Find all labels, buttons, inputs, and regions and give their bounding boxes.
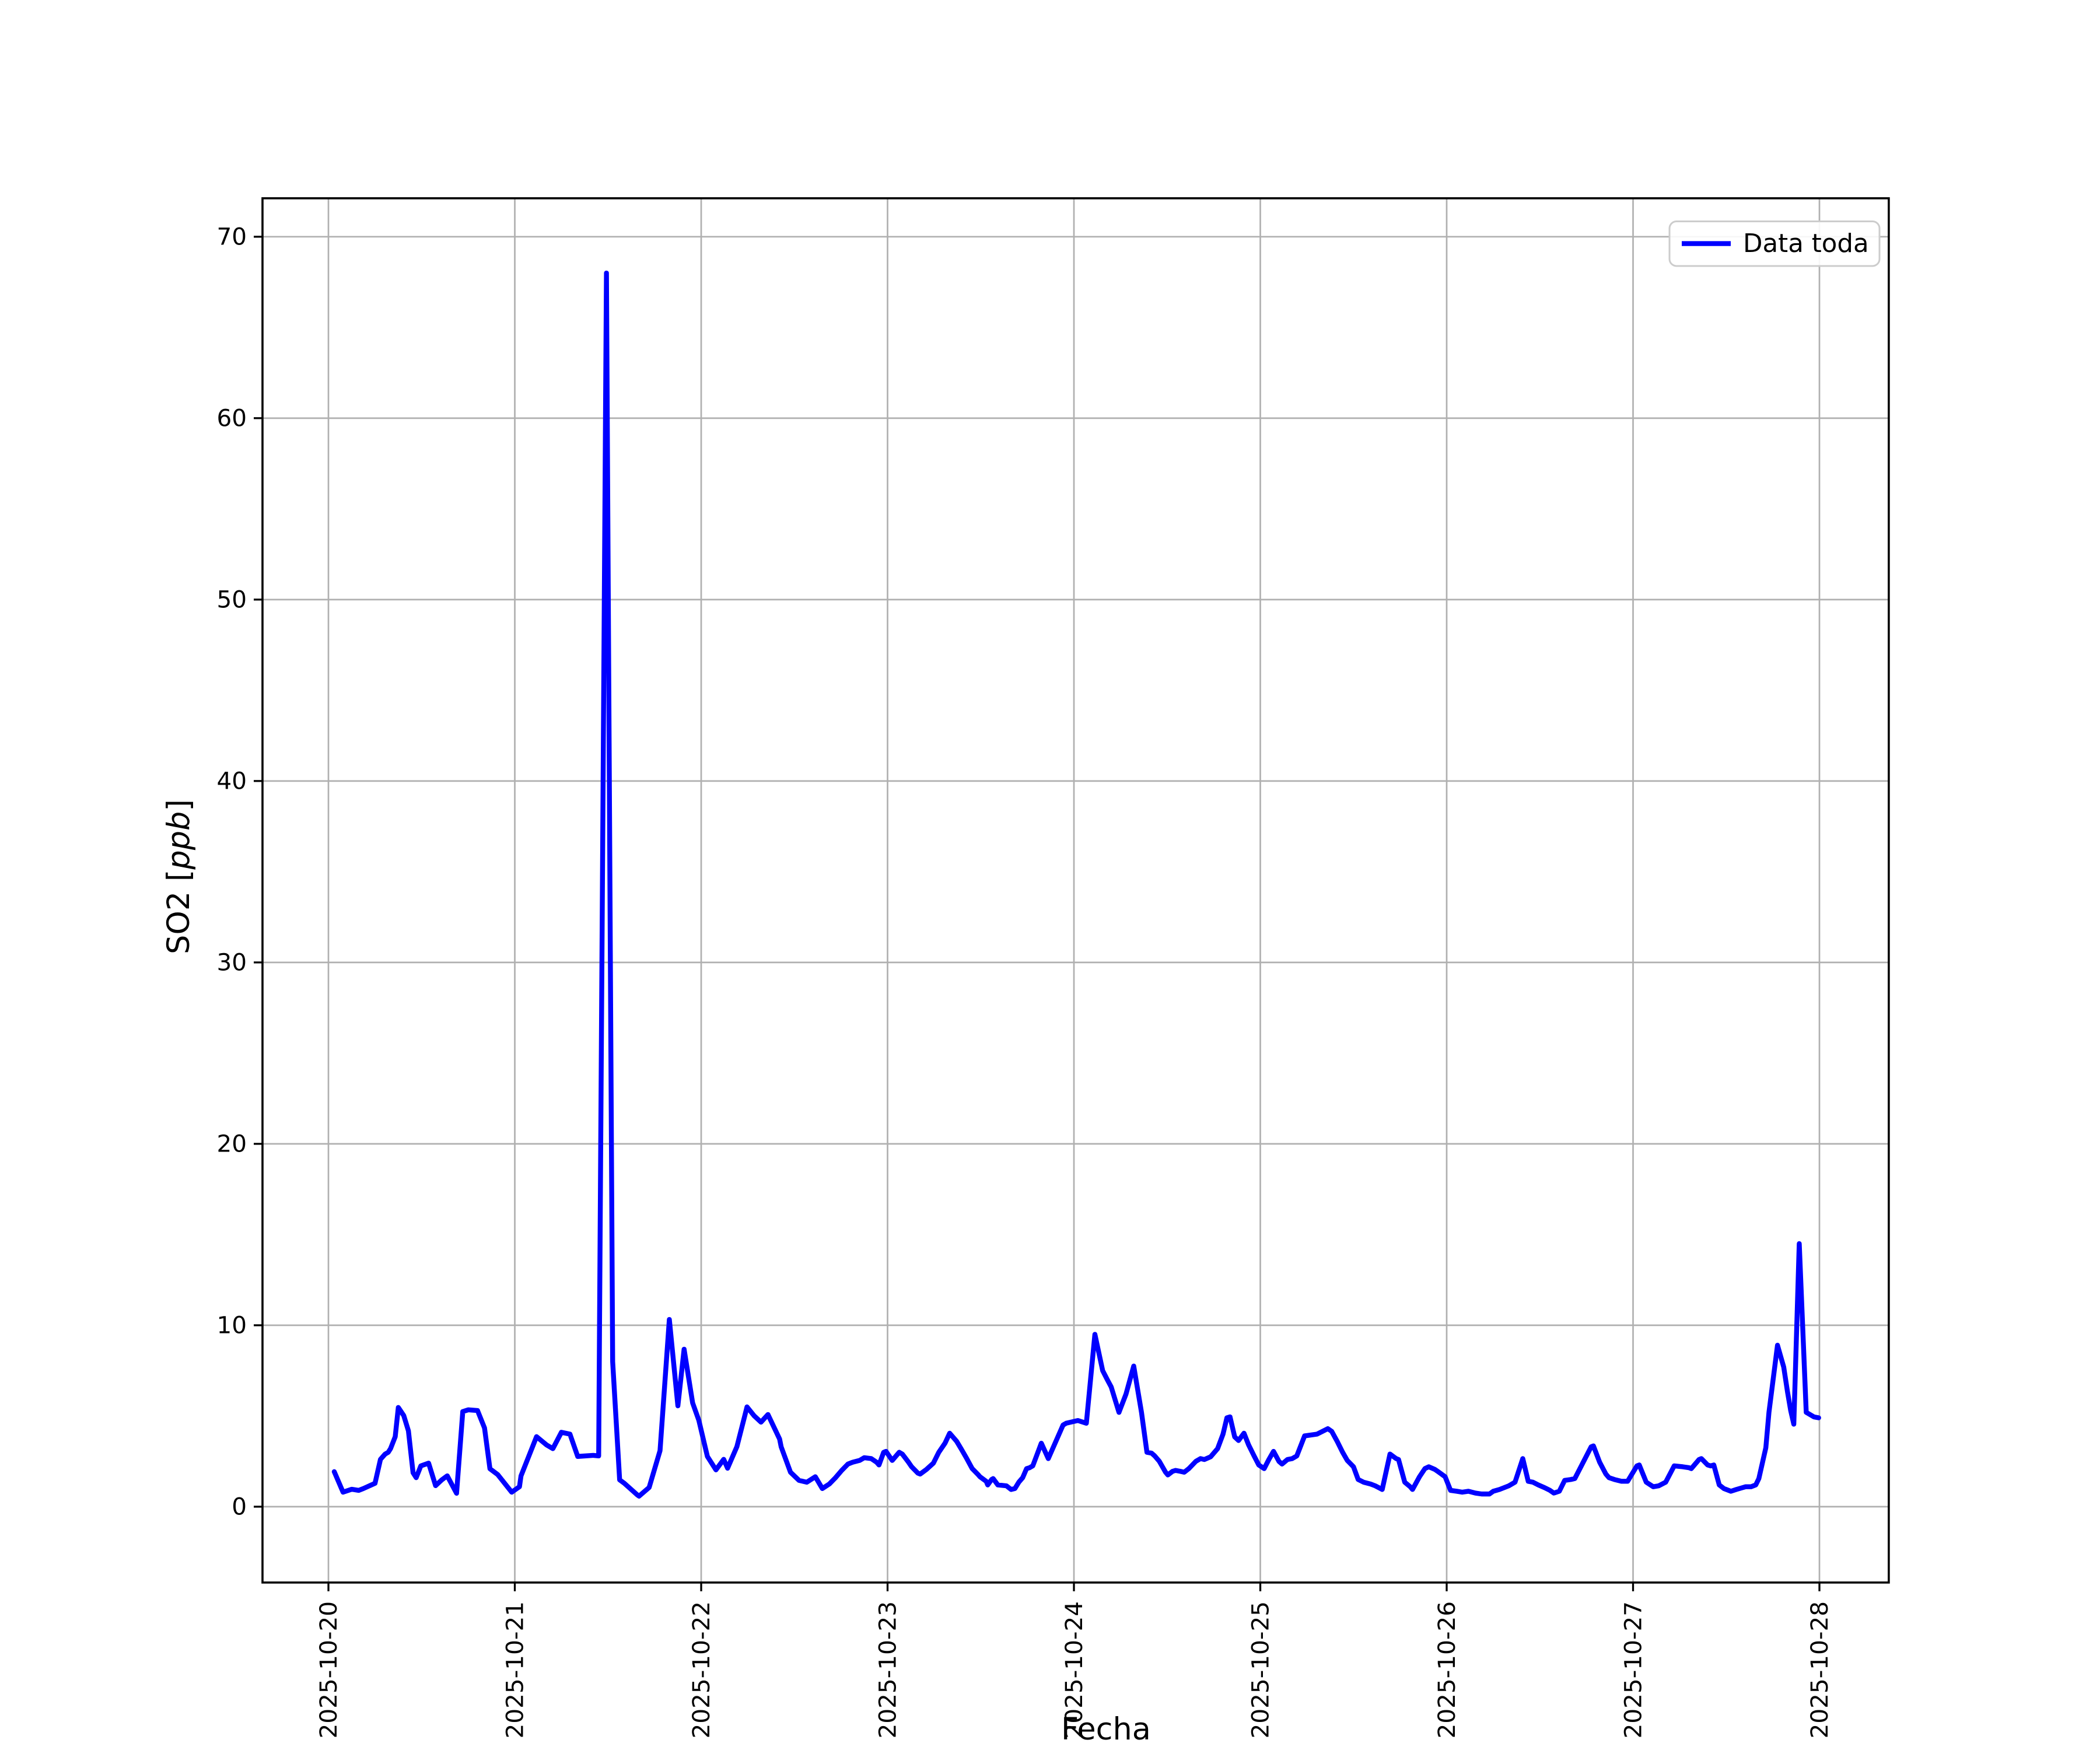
tick-marks [254, 236, 1821, 1591]
x-tick-label: 2025-10-22 [687, 1601, 715, 1738]
y-tick-label: 0 [232, 1493, 247, 1521]
y-tick-label: 40 [216, 767, 247, 795]
y-axis-label: SO2 [ppb] [161, 799, 197, 954]
y-axis-label-prefix: SO2 [ [161, 870, 197, 954]
x-tick-label: 2025-10-27 [1619, 1601, 1647, 1738]
y-axis-label-units: ppb [161, 811, 197, 870]
legend: Data toda [1668, 220, 1881, 267]
x-tick-label: 2025-10-28 [1805, 1601, 1833, 1738]
x-axis-label: Fecha [1061, 1712, 1151, 1747]
x-tick-label: 2025-10-21 [501, 1601, 529, 1738]
legend-box [1668, 220, 1881, 267]
y-tick-label: 20 [216, 1130, 247, 1158]
y-tick-label: 70 [216, 223, 247, 251]
series-group [331, 270, 1821, 1499]
y-tick-label: 60 [216, 404, 247, 432]
data-line-so2 [331, 270, 1821, 1499]
plot-area [262, 198, 1889, 1583]
x-tick-label: 2025-10-25 [1247, 1601, 1275, 1738]
plot-border [261, 197, 1890, 1584]
y-axis-label-suffix: ] [161, 799, 197, 811]
y-tick-label: 10 [216, 1311, 247, 1339]
x-tick-label: 2025-10-24 [1060, 1601, 1088, 1738]
y-tick-label: 50 [216, 586, 247, 614]
legend-label: Data toda [1743, 229, 1869, 258]
x-tick-label: 2025-10-26 [1433, 1601, 1461, 1738]
x-tick-label: 2025-10-20 [314, 1601, 342, 1738]
x-tick-label: 2025-10-23 [874, 1601, 902, 1738]
y-tick-label: 30 [216, 949, 247, 977]
gridlines [262, 198, 1889, 1583]
tick-labels: 0 10 20 30 40 50 60 70 2025-10-20 2025-10-21 2025-… [216, 223, 1833, 1739]
